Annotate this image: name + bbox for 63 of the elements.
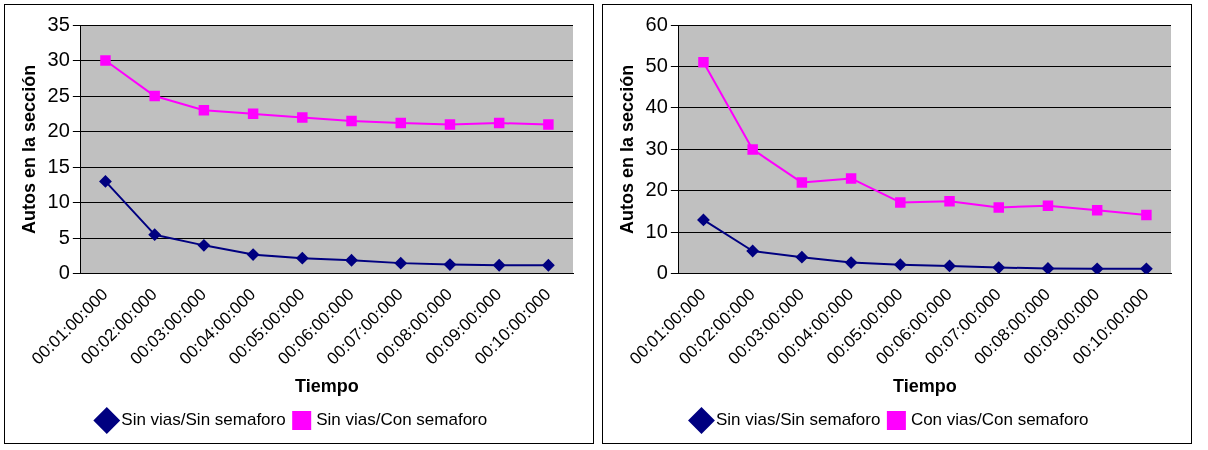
legend-label: Sin vias/Sin semaforo [715, 410, 881, 430]
point [148, 228, 161, 241]
y-tick-label: 20 [47, 119, 70, 142]
point [198, 105, 210, 116]
y-tick-label: 15 [47, 154, 70, 177]
y-tick-label: 0 [58, 261, 70, 284]
point [943, 259, 956, 272]
point [346, 115, 357, 127]
point [944, 195, 955, 207]
point [697, 213, 710, 226]
point [543, 119, 554, 130]
point [100, 55, 111, 66]
y-tick-label: 10 [645, 219, 668, 242]
point [845, 173, 857, 184]
point [1091, 262, 1104, 274]
point [394, 257, 407, 270]
point [992, 261, 1005, 274]
y-tick-label: 25 [47, 83, 70, 106]
point [395, 117, 406, 129]
point [1140, 262, 1153, 274]
point [746, 244, 759, 257]
x-axis-title: Tiempo [893, 376, 957, 397]
point [247, 108, 259, 120]
point [197, 239, 210, 252]
point [1141, 209, 1152, 221]
y-tick-label: 10 [47, 190, 70, 213]
y-tick-label: 60 [645, 12, 668, 35]
point [99, 175, 112, 188]
legend-label: Sin vias/Con semaforo [316, 410, 488, 430]
point [149, 90, 160, 102]
y-tick-label: 50 [645, 53, 668, 76]
point [845, 256, 858, 269]
y-tick-label: 35 [47, 12, 70, 35]
y-tick-label: 30 [47, 48, 70, 71]
x-axis-title: Tiempo [295, 376, 359, 397]
y-axis-title: Autos en la sección [616, 64, 637, 234]
point [542, 259, 555, 272]
point [296, 252, 309, 265]
point [1091, 205, 1103, 216]
point [795, 251, 808, 264]
y-tick-label: 40 [645, 95, 668, 118]
point [443, 258, 456, 271]
point [993, 202, 1004, 213]
legend-label: Con vias/Con semaforo [910, 410, 1089, 430]
point [1042, 200, 1054, 212]
point [493, 117, 505, 129]
point [895, 197, 906, 208]
y-tick-label: 20 [645, 178, 668, 201]
y-tick-label: 5 [58, 225, 70, 248]
point [698, 57, 709, 68]
y-tick-label: 0 [656, 261, 668, 284]
point [444, 119, 456, 130]
point [1041, 262, 1054, 274]
point [796, 177, 808, 188]
point [297, 112, 308, 123]
legend-label: Sin vias/Sin semaforo [121, 410, 286, 430]
point [247, 248, 260, 261]
point [894, 258, 907, 271]
point [345, 254, 358, 267]
y-tick-label: 30 [645, 136, 668, 159]
point [747, 144, 758, 155]
y-axis-title: Autos en la sección [18, 64, 39, 234]
point [493, 259, 506, 272]
